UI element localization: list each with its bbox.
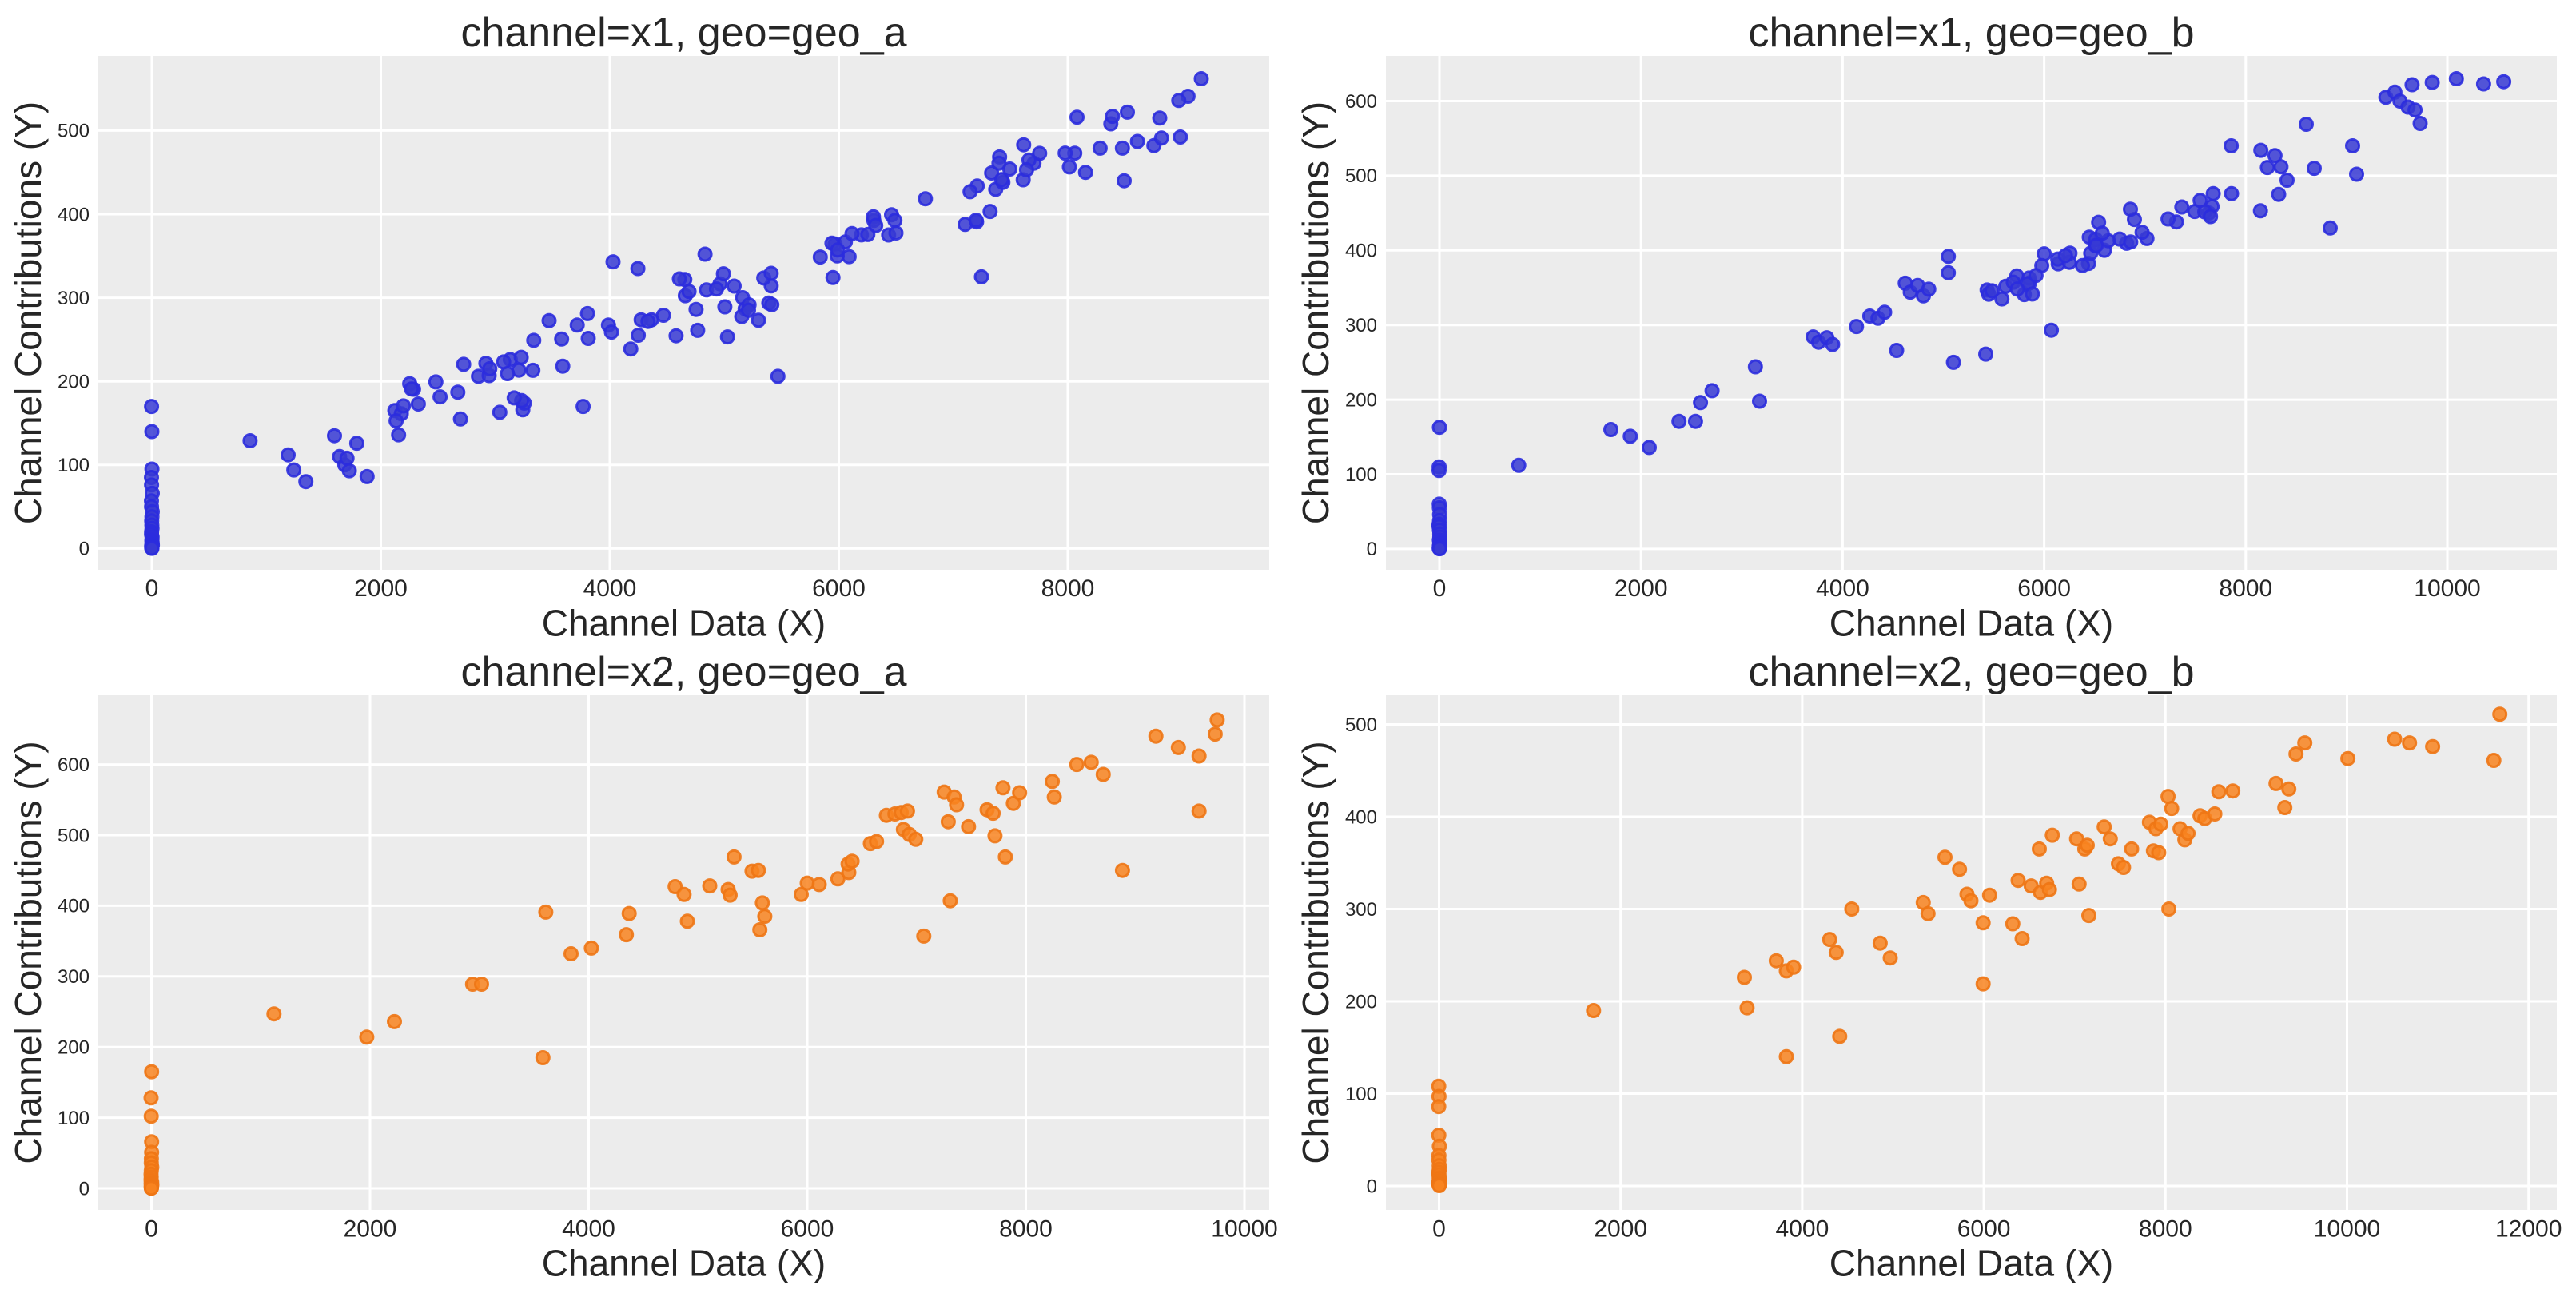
svg-text:0: 0 [145,575,159,602]
svg-text:600: 600 [58,754,90,776]
svg-text:0: 0 [79,539,90,560]
svg-text:10000: 10000 [1211,1216,1277,1243]
svg-text:Channel Contributions (Y): Channel Contributions (Y) [7,741,49,1164]
svg-text:400: 400 [1345,241,1377,262]
svg-text:0: 0 [1432,1216,1446,1243]
svg-text:Channel Data (X): Channel Data (X) [1829,603,2113,644]
svg-text:6000: 6000 [781,1216,834,1243]
svg-text:0: 0 [1367,539,1377,560]
svg-text:0: 0 [1367,1176,1377,1197]
svg-text:4000: 4000 [562,1216,615,1243]
svg-text:500: 500 [1345,165,1377,187]
svg-text:Channel Data (X): Channel Data (X) [542,603,826,644]
svg-text:2000: 2000 [1614,575,1668,602]
svg-text:2000: 2000 [354,575,408,602]
svg-text:400: 400 [58,896,90,917]
svg-text:10000: 10000 [2414,575,2480,602]
svg-text:4000: 4000 [1816,575,1869,602]
svg-text:Channel Contributions (Y): Channel Contributions (Y) [7,101,49,524]
svg-text:200: 200 [58,372,90,393]
svg-text:8000: 8000 [2219,575,2272,602]
svg-text:6000: 6000 [1957,1216,2011,1243]
svg-text:100: 100 [1345,464,1377,486]
svg-text:Channel Contributions (Y): Channel Contributions (Y) [1295,741,1336,1164]
svg-text:10000: 10000 [2314,1216,2380,1243]
svg-text:channel=x2, geo=geo_a: channel=x2, geo=geo_a [460,649,906,695]
svg-text:500: 500 [58,121,90,142]
svg-text:300: 300 [1345,315,1377,336]
svg-text:200: 200 [1345,389,1377,411]
svg-text:200: 200 [58,1037,90,1059]
svg-text:0: 0 [1433,575,1447,602]
svg-text:2000: 2000 [344,1216,397,1243]
svg-text:200: 200 [1345,991,1377,1013]
svg-text:400: 400 [58,204,90,225]
svg-text:0: 0 [79,1178,90,1200]
svg-text:100: 100 [1345,1084,1377,1105]
svg-text:4000: 4000 [583,575,637,602]
svg-text:channel=x1, geo=geo_a: channel=x1, geo=geo_a [460,10,906,56]
svg-text:300: 300 [58,288,90,309]
svg-text:6000: 6000 [812,575,866,602]
svg-text:500: 500 [58,825,90,846]
svg-text:300: 300 [1345,899,1377,921]
svg-text:100: 100 [58,1108,90,1129]
svg-text:0: 0 [145,1216,158,1243]
svg-text:Channel Data (X): Channel Data (X) [542,1243,826,1284]
svg-text:8000: 8000 [2139,1216,2192,1243]
svg-text:500: 500 [1345,714,1377,736]
svg-text:6000: 6000 [2017,575,2071,602]
svg-text:400: 400 [1345,806,1377,828]
svg-text:300: 300 [58,966,90,988]
svg-text:Channel Data (X): Channel Data (X) [1829,1243,2113,1284]
svg-text:12000: 12000 [2495,1216,2562,1243]
svg-text:8000: 8000 [999,1216,1053,1243]
svg-text:8000: 8000 [1041,575,1095,602]
svg-text:4000: 4000 [1776,1216,1829,1243]
svg-text:100: 100 [58,455,90,476]
svg-text:channel=x1, geo=geo_b: channel=x1, geo=geo_b [1748,10,2194,56]
svg-text:channel=x2, geo=geo_b: channel=x2, geo=geo_b [1748,649,2194,695]
svg-text:Channel Contributions (Y): Channel Contributions (Y) [1295,101,1336,524]
svg-text:600: 600 [1345,91,1377,113]
svg-text:2000: 2000 [1594,1216,1647,1243]
